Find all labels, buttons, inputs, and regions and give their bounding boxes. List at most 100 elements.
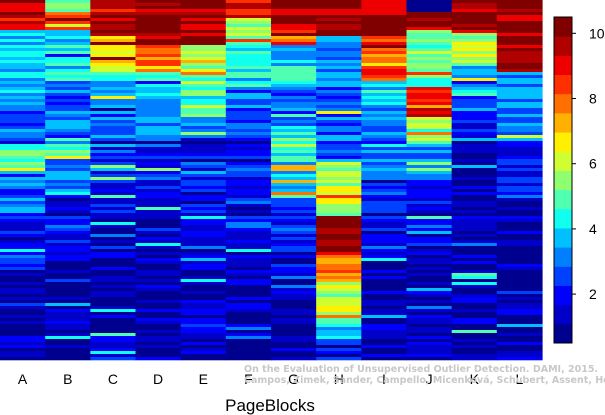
- heatmap-cell: [496, 81, 543, 85]
- heatmap-cell: [406, 132, 453, 136]
- heatmap-cell: [0, 192, 46, 196]
- heatmap-cell: [180, 231, 227, 235]
- heatmap-cell: [316, 240, 362, 244]
- heatmap-cell: [135, 279, 182, 283]
- heatmap-cell: [90, 159, 137, 163]
- heatmap-cell: [316, 231, 362, 235]
- heatmap-cell: [406, 303, 453, 307]
- heatmap-cell: [496, 147, 543, 151]
- heatmap-cell: [225, 309, 272, 313]
- heatmap-cell: [45, 270, 91, 274]
- heatmap-cell: [180, 144, 227, 148]
- heatmap-cell: [225, 21, 272, 25]
- heatmap-cell: [225, 330, 272, 334]
- heatmap-cell: [271, 6, 317, 10]
- heatmap-cell: [451, 60, 498, 64]
- heatmap-cell: [406, 240, 453, 244]
- heatmap-cell: [316, 30, 362, 34]
- heatmap-cell: [180, 126, 227, 130]
- heatmap-cell: [0, 279, 46, 283]
- heatmap-cell: [45, 12, 91, 16]
- heatmap-cell: [271, 357, 317, 361]
- heatmap-cell: [361, 99, 408, 103]
- heatmap-cell: [180, 270, 227, 274]
- heatmap-cell: [316, 78, 362, 82]
- heatmap-cell: [271, 129, 317, 133]
- heatmap-cell: [451, 72, 498, 76]
- heatmap-cell: [225, 15, 272, 19]
- colorbar-tick-label: 6: [589, 156, 597, 172]
- heatmap-cell: [180, 165, 227, 169]
- heatmap-cell: [496, 177, 543, 181]
- heatmap-cell: [496, 225, 543, 229]
- heatmap-cell: [271, 312, 317, 316]
- heatmap-cell: [180, 162, 227, 166]
- heatmap-cell: [271, 36, 317, 40]
- heatmap-cell: [496, 114, 543, 118]
- heatmap-cell: [496, 261, 543, 265]
- heatmap-cell: [496, 321, 543, 325]
- heatmap-cell: [225, 303, 272, 307]
- heatmap-cell: [180, 72, 227, 76]
- colorbar-tick-label: 10: [589, 25, 605, 41]
- heatmap-cell: [406, 54, 453, 58]
- heatmap-cell: [406, 264, 453, 268]
- heatmap-cell: [271, 333, 317, 337]
- heatmap-cell: [90, 327, 137, 331]
- heatmap-cell: [316, 198, 362, 202]
- heatmap-cell: [451, 126, 498, 130]
- heatmap-cell: [45, 63, 91, 67]
- heatmap-cell: [451, 306, 498, 310]
- heatmap-cell: [271, 45, 317, 49]
- heatmap-cell: [225, 87, 272, 91]
- heatmap-cell: [496, 87, 543, 91]
- heatmap-cell: [0, 264, 46, 268]
- heatmap-cell: [225, 243, 272, 247]
- heatmap-cell: [496, 120, 543, 124]
- heatmap-cell: [361, 24, 408, 28]
- heatmap-cell: [135, 318, 182, 322]
- heatmap-cell: [451, 309, 498, 313]
- heatmap-cell: [45, 111, 91, 115]
- heatmap-cell: [316, 75, 362, 79]
- heatmap-cell: [225, 255, 272, 259]
- heatmap-cell: [90, 33, 137, 37]
- heatmap-cell: [180, 342, 227, 346]
- heatmap-cell: [135, 144, 182, 148]
- heatmap-cell: [361, 303, 408, 307]
- heatmap-cell: [90, 36, 137, 40]
- heatmap-cell: [135, 84, 182, 88]
- colorbar-segment: [554, 227, 572, 248]
- heatmap-cell: [451, 171, 498, 175]
- heatmap-cell: [316, 123, 362, 127]
- heatmap-cell: [225, 201, 272, 205]
- heatmap-cell: [271, 180, 317, 184]
- heatmap-cell: [225, 351, 272, 355]
- heatmap-cell: [496, 72, 543, 76]
- heatmap-cell: [496, 51, 543, 55]
- heatmap-column-j: [406, 0, 453, 361]
- heatmap-cell: [361, 282, 408, 286]
- heatmap-cell: [225, 213, 272, 217]
- heatmap-cell: [361, 15, 408, 19]
- heatmap-cell: [361, 267, 408, 271]
- heatmap-cell: [0, 186, 46, 190]
- heatmap-cell: [361, 78, 408, 82]
- heatmap-cell: [135, 228, 182, 232]
- heatmap-cell: [90, 27, 137, 31]
- heatmap-cell: [45, 279, 91, 283]
- heatmap-cell: [45, 96, 91, 100]
- heatmap-cell: [225, 36, 272, 40]
- heatmap-cell: [496, 198, 543, 202]
- heatmap-cell: [316, 96, 362, 100]
- heatmap-cell: [45, 327, 91, 331]
- heatmap-cell: [406, 81, 453, 85]
- heatmap-cell: [225, 276, 272, 280]
- heatmap-cell: [271, 258, 317, 262]
- heatmap-cell: [271, 186, 317, 190]
- heatmap-cell: [90, 249, 137, 253]
- heatmap-cell: [0, 261, 46, 265]
- heatmap-cell: [45, 201, 91, 205]
- heatmap-cell: [135, 207, 182, 211]
- heatmap-cell: [406, 0, 453, 4]
